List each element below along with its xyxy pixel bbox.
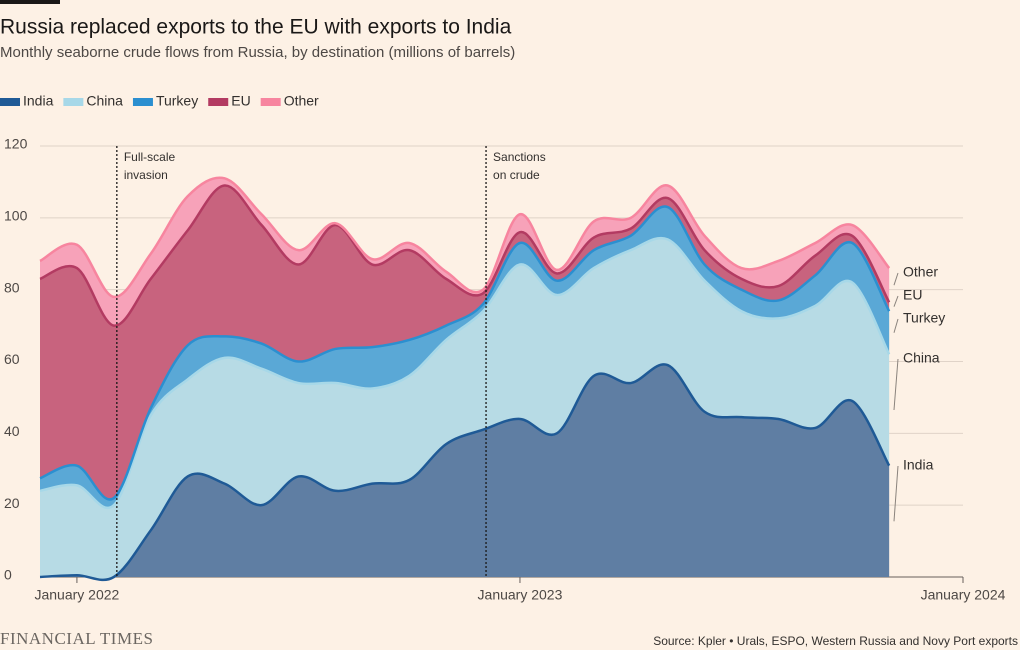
end-label: China (903, 350, 940, 366)
legend-swatch (63, 98, 84, 106)
area (40, 177, 890, 326)
legend-label: India (23, 93, 54, 109)
line (39, 205, 891, 501)
end-label: Turkey (903, 310, 945, 326)
y-tick-label: 60 (4, 351, 20, 367)
source: Source: Kpler • Urals, ESPO, Western Rus… (653, 634, 1018, 648)
end-leader (893, 318, 899, 333)
end-label: India (903, 457, 934, 473)
brand-bar (0, 0, 60, 4)
end-leader (893, 295, 899, 307)
x-tick-label: January 2024 (921, 587, 1006, 603)
y-tick-label: 120 (4, 136, 28, 152)
legend-label: Turkey (156, 93, 198, 109)
area (40, 185, 890, 500)
legend-label: China (86, 93, 123, 109)
y-tick-label: 80 (4, 279, 20, 295)
legend-label: Other (284, 93, 319, 109)
legend-swatch (132, 98, 153, 106)
line (39, 236, 891, 510)
end-label: EU (903, 287, 922, 303)
chart-subtitle: Monthly seaborne crude flows from Russia… (0, 44, 515, 61)
end-label: Other (903, 264, 938, 280)
brand: FINANCIAL TIMES (0, 629, 153, 648)
legend-label: EU (231, 93, 250, 109)
area (40, 364, 890, 580)
annotation-text: Full-scale (124, 150, 176, 164)
area (40, 238, 890, 580)
line (39, 184, 891, 327)
y-tick-label: 20 (4, 495, 20, 511)
end-leader (893, 272, 899, 286)
legend-swatch (208, 98, 229, 106)
end-leader (893, 465, 899, 522)
legend-swatch (0, 98, 20, 106)
x-tick-label: January 2022 (34, 587, 119, 603)
end-leader (893, 358, 899, 411)
annotation-text: on crude (493, 168, 540, 182)
y-tick-label: 100 (4, 208, 28, 224)
annotation-text: Sanctions (493, 150, 546, 164)
line (39, 363, 891, 582)
legend-swatch (260, 98, 281, 106)
area (40, 206, 890, 508)
chart-title: Russia replaced exports to the EU with e… (0, 16, 512, 39)
line (39, 176, 891, 299)
x-tick-label: January 2023 (478, 587, 563, 603)
annotation-text: invasion (124, 168, 168, 182)
y-tick-label: 0 (4, 567, 12, 583)
y-tick-label: 40 (4, 423, 20, 439)
